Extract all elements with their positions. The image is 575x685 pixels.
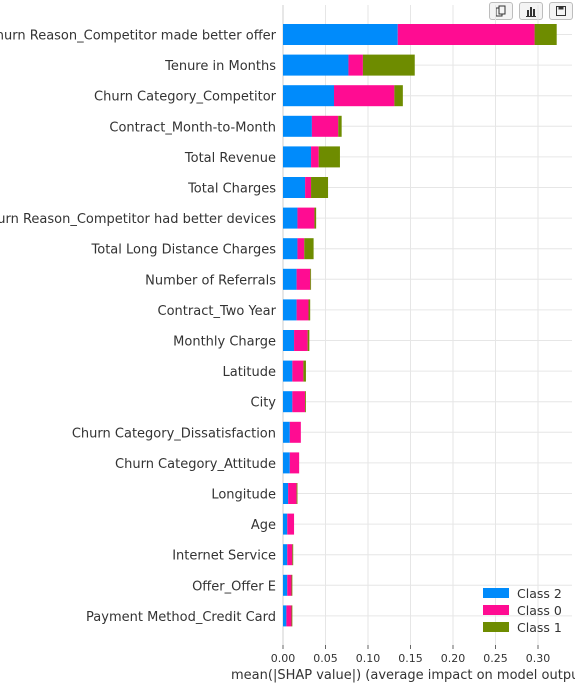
bar-segment bbox=[334, 85, 395, 107]
bar-segment bbox=[283, 177, 306, 198]
bar-segment bbox=[291, 605, 293, 627]
bar-segment bbox=[292, 360, 304, 382]
bar-segment bbox=[283, 207, 298, 229]
bar-segment bbox=[292, 544, 294, 566]
x-tick-label: 0.00 bbox=[271, 652, 296, 665]
legend-label: Class 2 bbox=[517, 586, 562, 601]
category-label: Latitude bbox=[222, 365, 276, 380]
category-label: Churn Reason_Competitor had better devic… bbox=[0, 212, 276, 227]
bar-segment bbox=[283, 85, 334, 107]
bar-chart-icon bbox=[526, 7, 536, 17]
x-tick-label: 0.25 bbox=[483, 652, 508, 665]
bar-segment bbox=[283, 452, 290, 474]
bar-segment bbox=[311, 177, 329, 198]
bar-segment bbox=[294, 330, 308, 351]
category-label: Internet Service bbox=[172, 549, 276, 564]
x-tick-label: 0.20 bbox=[441, 652, 466, 665]
bar-segment bbox=[348, 54, 363, 76]
bar-segment bbox=[288, 483, 297, 504]
bar-segment bbox=[283, 24, 398, 45]
save-button[interactable] bbox=[549, 2, 573, 20]
bar-segment bbox=[296, 483, 298, 504]
bar-segment bbox=[397, 24, 535, 45]
bar-segment bbox=[304, 238, 314, 260]
bar-segment bbox=[296, 268, 311, 290]
bar-segment bbox=[318, 146, 340, 168]
x-tick-label: 0.10 bbox=[356, 652, 381, 665]
bar-segment bbox=[283, 54, 349, 76]
bar-segment bbox=[291, 574, 293, 596]
bar-segment bbox=[311, 115, 339, 137]
bar-segment bbox=[311, 146, 319, 168]
bar-segment bbox=[362, 54, 415, 76]
bar-segment bbox=[287, 513, 295, 535]
category-label: Monthly Charge bbox=[173, 335, 276, 350]
bar-segment bbox=[534, 24, 557, 45]
bar-segment bbox=[283, 238, 298, 260]
category-label: Age bbox=[251, 518, 276, 533]
bar-segment bbox=[292, 391, 306, 413]
bar-segment bbox=[283, 268, 297, 290]
category-label: Number of Referrals bbox=[145, 273, 276, 288]
bar-segment bbox=[303, 360, 306, 382]
legend-label: Class 1 bbox=[517, 620, 562, 635]
bar-segment bbox=[289, 421, 301, 443]
x-axis-label: mean(|SHAP value|) (average impact on mo… bbox=[231, 668, 575, 683]
save-icon bbox=[556, 6, 566, 16]
x-tick-label: 0.15 bbox=[398, 652, 423, 665]
category-label: Churn Category_Competitor bbox=[94, 90, 277, 105]
category-label: Total Revenue bbox=[184, 151, 276, 166]
bar-segment bbox=[308, 299, 311, 321]
category-label: Tenure in Months bbox=[164, 59, 276, 74]
category-label: Contract_Month-to-Month bbox=[109, 120, 276, 135]
category-label: Churn Reason_Competitor made better offe… bbox=[0, 29, 277, 44]
category-label: City bbox=[251, 396, 277, 411]
bar-segment bbox=[283, 330, 295, 351]
bar-segment bbox=[283, 115, 312, 137]
category-label: Offer_Offer E bbox=[192, 579, 276, 594]
bar-segment bbox=[283, 146, 312, 168]
bar-segment bbox=[283, 574, 288, 596]
bar-segment bbox=[283, 513, 288, 535]
bar-segment bbox=[286, 605, 292, 627]
bar-segment bbox=[283, 360, 293, 382]
bar-segment bbox=[283, 605, 287, 627]
x-tick-label: 0.30 bbox=[526, 652, 551, 665]
bar-segment bbox=[338, 115, 342, 137]
legend-label: Class 0 bbox=[517, 603, 562, 618]
category-label: Contract_Two Year bbox=[158, 304, 277, 319]
category-label: Churn Category_Dissatisfaction bbox=[72, 426, 276, 441]
bar-segment bbox=[283, 483, 289, 504]
x-tick-label: 0.05 bbox=[313, 652, 338, 665]
bar-segment bbox=[283, 421, 290, 443]
legend-swatch bbox=[483, 622, 509, 632]
category-label: Payment Method_Credit Card bbox=[86, 610, 276, 625]
bar-segment bbox=[283, 544, 288, 566]
bar-segment bbox=[394, 85, 403, 107]
category-label: Total Charges bbox=[187, 182, 276, 197]
bar-segment bbox=[314, 207, 317, 229]
bar-segment bbox=[283, 391, 293, 413]
bar-segment bbox=[297, 207, 315, 229]
bar-segment bbox=[289, 452, 300, 474]
bar-segment bbox=[287, 574, 292, 596]
category-label: Longitude bbox=[211, 488, 276, 503]
bar-chart-button[interactable] bbox=[519, 2, 543, 20]
bar-segment bbox=[310, 268, 312, 290]
bar-segment bbox=[305, 177, 312, 198]
bar-segment bbox=[297, 238, 305, 260]
bar-segment bbox=[307, 330, 310, 351]
bar-segment bbox=[283, 299, 297, 321]
legend-swatch bbox=[483, 605, 509, 615]
category-label: Total Long Distance Charges bbox=[91, 243, 277, 258]
bar-segment bbox=[287, 544, 293, 566]
bar-segment bbox=[296, 299, 309, 321]
bar-segment bbox=[305, 391, 306, 413]
legend-swatch bbox=[483, 588, 509, 598]
category-label: Churn Category_Attitude bbox=[115, 457, 276, 472]
